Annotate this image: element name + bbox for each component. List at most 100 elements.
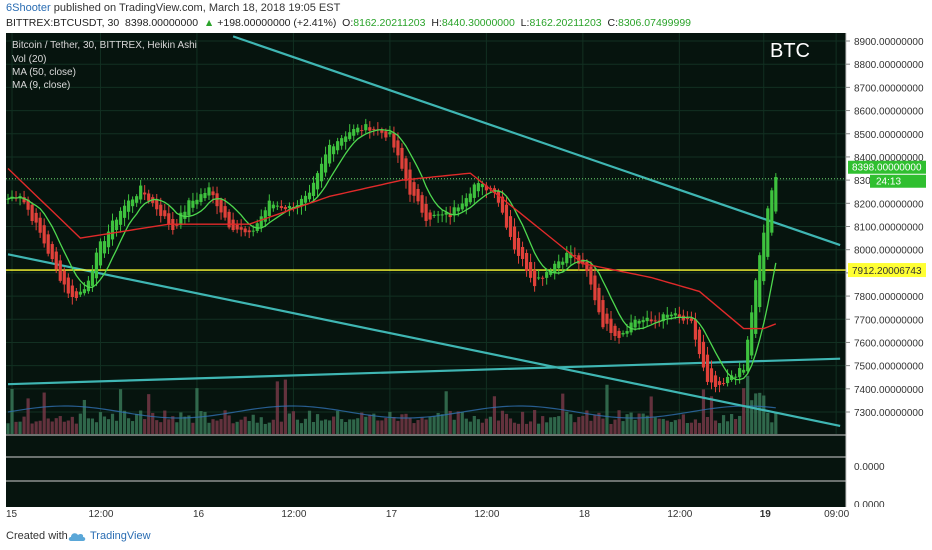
volume-bar (416, 420, 420, 434)
volume-bar (770, 422, 774, 434)
candle-body (263, 210, 267, 222)
y-tick-label: 8800.00000000 (854, 60, 924, 71)
candle-body (432, 214, 436, 217)
last-price-badge (848, 160, 926, 174)
legend-volume: Vol (20) (12, 54, 46, 65)
candle-body (66, 277, 70, 294)
volume-bar (22, 416, 26, 434)
high-value: 8440.30000000 (441, 17, 515, 29)
volume-bar (372, 413, 376, 434)
candle-body (223, 206, 227, 218)
volume-bar (480, 422, 484, 434)
volume-bar (163, 410, 167, 434)
candle-body (400, 147, 404, 169)
volume-bar (263, 423, 267, 434)
volume-bar (66, 420, 70, 434)
volume-bar (637, 413, 641, 434)
volume-bar (74, 423, 78, 434)
x-tick-label: 19 (759, 509, 771, 520)
candle-body (689, 318, 693, 321)
candle-body (504, 204, 509, 228)
volume-bar (661, 418, 665, 434)
candle-body (734, 376, 738, 378)
volume-bar (159, 422, 163, 434)
candle-body (227, 211, 231, 228)
volume-bar (307, 410, 312, 434)
volume-bar (179, 412, 183, 434)
level-label: 7912.20006743 (852, 266, 922, 277)
tradingview-link[interactable]: TradingView (90, 530, 151, 542)
candle-body (114, 219, 119, 230)
volume-bar (235, 421, 239, 434)
candle-body (557, 261, 561, 269)
volume-bar (259, 417, 263, 434)
volume-bar (155, 420, 159, 434)
candle-body (348, 132, 352, 140)
open-label: O: (342, 17, 354, 29)
candle-body (508, 216, 513, 237)
candle-body (42, 225, 46, 244)
candle-body (533, 269, 537, 287)
x-tick-label: 09:00 (824, 509, 850, 520)
volume-bar (98, 412, 103, 434)
candle-body (742, 369, 746, 373)
volume-bar (705, 416, 710, 434)
candle-body (673, 313, 677, 316)
volume-bar (336, 410, 340, 434)
candle-body (207, 187, 211, 196)
candle-body (159, 204, 163, 216)
candle-body (384, 131, 388, 138)
candle-body (569, 252, 573, 259)
volume-bar (774, 412, 778, 434)
candle-body (774, 176, 778, 212)
candle-body (307, 192, 312, 200)
candle-body (147, 193, 151, 201)
candle-body (484, 185, 488, 191)
y-tick-label: 7800.00000000 (854, 292, 924, 303)
volume-bar (524, 423, 529, 434)
indicator-tick-label: 0.0000 (854, 500, 885, 511)
time-axis[interactable] (6, 507, 928, 511)
volume-bar (380, 420, 384, 434)
chart-panel[interactable]: 8900.00000000 8800.00000000 8700.00000000 8… (6, 33, 928, 511)
candle-body (713, 375, 718, 387)
volume-bar (585, 410, 589, 434)
candle-body (685, 318, 689, 320)
ma50-line (7, 168, 777, 330)
volume-bar (685, 423, 689, 434)
x-tick-label: 12:00 (88, 509, 114, 520)
candle-body (203, 192, 207, 199)
candle-body (78, 291, 82, 295)
candle-body (721, 383, 726, 385)
volume-bar (533, 410, 537, 434)
candle-body (74, 291, 78, 298)
candle-body (356, 127, 360, 133)
candle-body (255, 223, 259, 231)
candle-body (653, 320, 657, 322)
candle-body (372, 128, 376, 130)
volume-bar (565, 411, 569, 434)
volume-bar (223, 410, 227, 434)
x-tick-label: 12:00 (474, 509, 500, 520)
volume-bar (738, 415, 742, 434)
volume-bar (665, 420, 669, 434)
candle-body (368, 127, 372, 131)
volume-bar (500, 410, 505, 434)
volume-bar (681, 414, 685, 434)
candle-body (183, 211, 187, 219)
volume-bar (299, 423, 304, 434)
volume-bar (725, 421, 730, 434)
volume-bar (215, 420, 219, 434)
candle-body (593, 275, 597, 301)
volume-bar (396, 420, 400, 434)
volume-bar (766, 412, 770, 434)
price-chart[interactable]: 8900.00000000 8800.00000000 8700.00000000 8… (6, 33, 928, 511)
time-axis-strip[interactable]: 15 12:00 16 12:00 17 12:00 18 12:00 19 09:00 (6, 509, 928, 522)
candle-body (605, 313, 609, 324)
volume-bar (412, 423, 416, 434)
y-tick-label: 8200.00000000 (854, 199, 924, 210)
candle-body (239, 227, 243, 230)
author-link[interactable]: 6Shooter (6, 2, 51, 14)
volume-ma-line (7, 405, 776, 419)
volume-bar (30, 423, 34, 434)
